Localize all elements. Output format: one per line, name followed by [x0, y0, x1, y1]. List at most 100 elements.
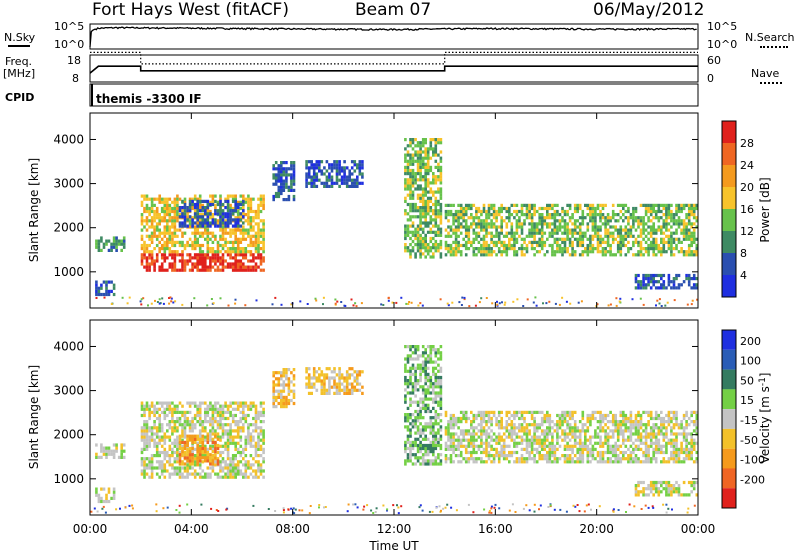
- noise-cell: [658, 298, 661, 301]
- scatter-cell: [515, 228, 519, 232]
- scatter-cell: [419, 255, 422, 259]
- scatter-cell: [454, 253, 458, 257]
- scatter-cell: [315, 172, 319, 176]
- scatter-cell: [201, 256, 205, 260]
- noise-cell: [407, 303, 410, 305]
- scatter-cell: [495, 454, 498, 458]
- scatter-cell: [414, 150, 417, 154]
- scatter-cell: [315, 388, 319, 392]
- scatter-cell: [424, 363, 427, 367]
- scatter-cell: [176, 203, 179, 207]
- scatter-cell: [576, 231, 579, 235]
- scatter-cell: [660, 253, 663, 257]
- scatter-cell: [421, 190, 425, 194]
- scatter-cell: [662, 283, 666, 287]
- noise-cell: [168, 297, 171, 299]
- scatter-cell: [649, 225, 653, 229]
- scatter-cell: [211, 416, 215, 421]
- scatter-cell: [406, 181, 410, 185]
- scatter-cell: [173, 450, 177, 455]
- scatter-cell: [591, 237, 595, 241]
- scatter-cell: [416, 437, 420, 441]
- scatter-cell: [525, 444, 529, 448]
- scatter-cell: [571, 231, 574, 235]
- scatter-cell: [487, 213, 491, 217]
- scatter-cell: [404, 178, 407, 182]
- scatter-cell: [464, 413, 468, 418]
- scatter-cell: [305, 184, 308, 188]
- scatter-cell: [348, 169, 351, 173]
- scatter-cell: [500, 219, 503, 223]
- scatter-cell: [492, 203, 496, 207]
- scatter-cell: [563, 247, 567, 251]
- scatter-cell: [510, 454, 514, 458]
- scatter-cell: [667, 216, 671, 220]
- scatter-cell: [176, 438, 179, 442]
- scatter-cell: [153, 265, 156, 269]
- scatter-cell: [160, 472, 164, 476]
- scatter-cell: [652, 209, 655, 214]
- scatter-cell: [619, 237, 623, 241]
- scatter-cell: [414, 252, 417, 256]
- scatter-cell: [145, 219, 149, 223]
- scatter-cell: [682, 280, 686, 284]
- scatter-cell: [616, 203, 620, 207]
- scatter-cell: [333, 376, 336, 380]
- scatter-cell: [315, 379, 319, 383]
- scatter-cell: [224, 429, 227, 433]
- scatter-cell: [581, 250, 585, 254]
- scatter-cell: [426, 403, 430, 407]
- scatter-cell: [419, 363, 422, 367]
- scatter-cell: [231, 212, 235, 216]
- scatter-cell: [242, 463, 245, 467]
- scatter-cell: [416, 428, 420, 432]
- scatter-cell: [409, 403, 412, 407]
- scatter-cell: [546, 416, 549, 421]
- scatter-cell: [404, 165, 407, 169]
- scatter-cell: [171, 225, 174, 229]
- scatter-cell: [432, 428, 435, 432]
- scatter-cell: [429, 440, 433, 444]
- scatter-cell: [404, 416, 407, 420]
- scatter-cell: [419, 456, 422, 460]
- scatter-cell: [158, 416, 161, 421]
- scatter-cell: [687, 216, 691, 220]
- scatter-cell: [282, 188, 286, 192]
- scatter-cell: [196, 222, 199, 226]
- scatter-cell: [464, 444, 468, 448]
- scatter-cell: [492, 438, 496, 442]
- scatter-cell: [150, 250, 154, 254]
- scatter-cell: [452, 250, 455, 254]
- scatter-cell: [462, 213, 465, 217]
- scatter-cell: [437, 249, 440, 253]
- scatter-cell: [201, 203, 205, 207]
- scatter-cell: [249, 265, 253, 269]
- scatter-cell: [432, 230, 435, 234]
- scatter-cell: [226, 262, 230, 266]
- scatter-cell: [500, 203, 503, 207]
- scatter-cell: [166, 407, 169, 411]
- scatter-cell: [419, 199, 422, 203]
- scatter-cell: [637, 250, 640, 254]
- scatter-cell: [515, 432, 519, 436]
- scatter-cell: [563, 213, 567, 217]
- scatter-cell: [470, 213, 473, 217]
- scatter-cell: [416, 141, 420, 145]
- scatter-cell: [584, 234, 587, 238]
- scatter-cell: [647, 225, 650, 229]
- scatter-cell: [627, 209, 630, 214]
- scatter-cell: [454, 209, 458, 214]
- scatter-cell: [277, 176, 281, 180]
- scatter-cell: [214, 453, 217, 457]
- scatter-cell: [467, 432, 471, 436]
- scatter-cell: [429, 375, 433, 380]
- scatter-cell: [244, 256, 248, 260]
- scatter-cell: [257, 441, 260, 445]
- scatter-cell: [426, 385, 430, 389]
- scatter-cell: [173, 243, 177, 248]
- scatter-cell: [490, 206, 493, 211]
- scatter-cell: [254, 444, 258, 448]
- scatter-cell: [211, 469, 215, 473]
- scatter-cell: [419, 147, 422, 151]
- scatter-cell: [578, 203, 582, 207]
